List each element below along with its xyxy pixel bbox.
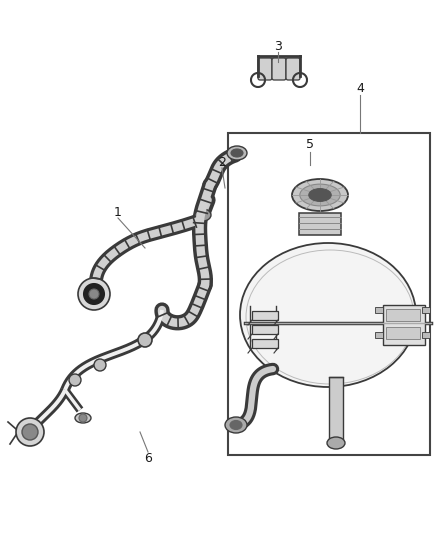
Bar: [228, 133, 430, 455]
Ellipse shape: [240, 243, 416, 387]
Ellipse shape: [292, 179, 348, 211]
Text: 2: 2: [218, 156, 226, 168]
Bar: [252, 311, 278, 320]
Bar: [422, 307, 430, 313]
FancyBboxPatch shape: [286, 58, 300, 80]
Ellipse shape: [300, 184, 340, 206]
Circle shape: [16, 418, 44, 446]
Text: 3: 3: [274, 39, 282, 52]
Bar: [383, 305, 425, 345]
FancyBboxPatch shape: [272, 58, 286, 80]
Bar: [386, 327, 420, 339]
Circle shape: [22, 424, 38, 440]
FancyBboxPatch shape: [258, 58, 272, 80]
Ellipse shape: [230, 421, 242, 430]
Ellipse shape: [309, 189, 331, 201]
Text: 1: 1: [114, 206, 122, 220]
Bar: [252, 325, 278, 334]
Bar: [375, 332, 383, 338]
Text: 6: 6: [144, 451, 152, 464]
Circle shape: [84, 284, 104, 304]
Ellipse shape: [231, 149, 243, 157]
Circle shape: [78, 278, 110, 310]
Circle shape: [69, 374, 81, 386]
Bar: [299, 213, 341, 235]
Bar: [375, 307, 383, 313]
Ellipse shape: [195, 209, 211, 221]
Text: 4: 4: [356, 82, 364, 94]
Bar: [386, 309, 420, 321]
Ellipse shape: [75, 413, 91, 423]
Ellipse shape: [327, 437, 345, 449]
Circle shape: [138, 333, 152, 347]
Ellipse shape: [225, 417, 247, 433]
Circle shape: [94, 359, 106, 371]
Ellipse shape: [227, 146, 247, 160]
Circle shape: [79, 414, 87, 422]
Bar: [422, 332, 430, 338]
Circle shape: [89, 289, 99, 299]
Text: 5: 5: [306, 139, 314, 151]
Bar: [252, 339, 278, 348]
Bar: [329, 377, 343, 443]
